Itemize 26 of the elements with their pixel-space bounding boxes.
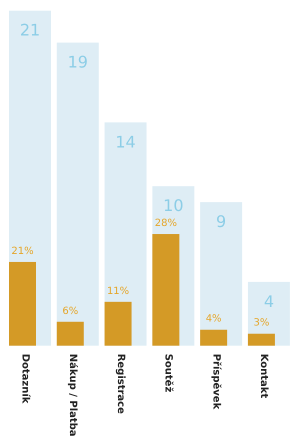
x-tick-label: Registrace bbox=[114, 354, 126, 414]
data-label: 4 bbox=[264, 292, 274, 311]
data-label: 6% bbox=[62, 306, 78, 317]
data-label: 14 bbox=[115, 132, 136, 152]
bar bbox=[200, 330, 228, 346]
data-label: 19 bbox=[68, 52, 88, 72]
data-label: 9 bbox=[216, 212, 226, 232]
bar bbox=[152, 234, 180, 346]
bar bbox=[248, 334, 275, 346]
data-label: 21% bbox=[11, 246, 34, 257]
x-tick-label: Kontakt bbox=[258, 354, 270, 398]
x-tick-label: Nákup / Platba bbox=[67, 354, 78, 437]
bar bbox=[56, 322, 84, 346]
data-label: 21 bbox=[20, 20, 40, 40]
data-label: 10 bbox=[163, 196, 184, 216]
data-label: 3% bbox=[253, 318, 270, 329]
data-label: 11% bbox=[106, 286, 130, 297]
x-tick-label: Dotazník bbox=[19, 354, 30, 404]
bar bbox=[200, 202, 242, 346]
data-label: 28% bbox=[154, 218, 177, 230]
x-tick-label: Příspěvek bbox=[210, 354, 222, 410]
bar bbox=[56, 42, 99, 346]
x-tick-label: Soutěž bbox=[162, 354, 174, 392]
bar bbox=[9, 262, 36, 346]
data-label: 4% bbox=[206, 314, 222, 325]
bar bbox=[104, 302, 132, 346]
